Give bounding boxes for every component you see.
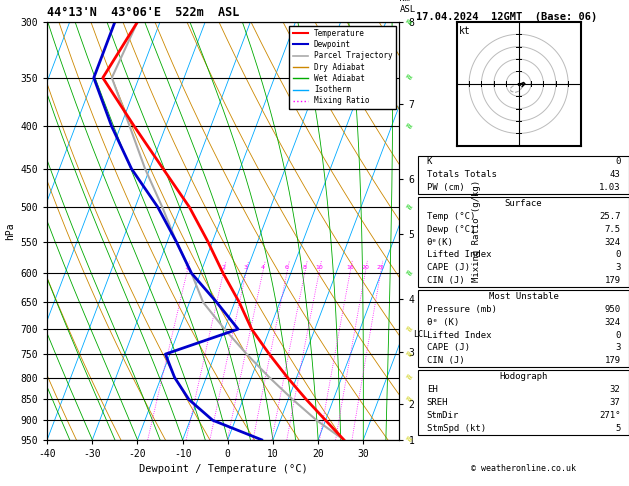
Text: ≈: ≈	[403, 323, 415, 335]
Text: kt: kt	[459, 26, 471, 35]
Text: 25.7: 25.7	[599, 212, 621, 221]
Text: 43: 43	[610, 170, 621, 179]
Legend: Temperature, Dewpoint, Parcel Trajectory, Dry Adiabat, Wet Adiabat, Isotherm, Mi: Temperature, Dewpoint, Parcel Trajectory…	[289, 26, 396, 108]
Text: LCL: LCL	[413, 330, 428, 339]
Text: 3: 3	[615, 263, 621, 272]
Text: 5: 5	[615, 424, 621, 433]
Bar	[418, 197, 629, 287]
Text: θᵉ (K): θᵉ (K)	[426, 318, 459, 327]
Text: 32: 32	[610, 385, 621, 394]
Text: 8: 8	[303, 265, 307, 270]
Text: StmDir: StmDir	[426, 411, 459, 420]
Text: 3: 3	[244, 265, 248, 270]
Text: 179: 179	[604, 276, 621, 285]
Text: 0: 0	[615, 157, 621, 166]
Text: θᵉ(K): θᵉ(K)	[426, 238, 454, 246]
Text: Lifted Index: Lifted Index	[426, 330, 491, 340]
Text: km
ASL: km ASL	[399, 0, 416, 14]
Text: 1.03: 1.03	[599, 183, 621, 192]
Text: 7.5: 7.5	[604, 225, 621, 234]
Text: SREH: SREH	[426, 398, 448, 407]
Text: CAPE (J): CAPE (J)	[426, 344, 470, 352]
Text: 25: 25	[377, 265, 384, 270]
Text: Most Unstable: Most Unstable	[489, 292, 559, 301]
Text: ≈: ≈	[403, 201, 415, 213]
X-axis label: Dewpoint / Temperature (°C): Dewpoint / Temperature (°C)	[139, 465, 308, 474]
Text: Lifted Index: Lifted Index	[426, 250, 491, 260]
Text: 271°: 271°	[599, 411, 621, 420]
Text: 20: 20	[361, 265, 369, 270]
Text: ≈: ≈	[403, 434, 415, 446]
Text: 2: 2	[221, 265, 225, 270]
Text: Dewp (°C): Dewp (°C)	[426, 225, 475, 234]
Text: ≈: ≈	[403, 348, 415, 361]
Text: ≈: ≈	[403, 71, 415, 84]
Text: © weatheronline.co.uk: © weatheronline.co.uk	[471, 464, 576, 473]
Bar	[418, 290, 629, 367]
Text: 950: 950	[604, 305, 621, 314]
Text: Hodograph: Hodograph	[499, 372, 548, 382]
Text: 16: 16	[346, 265, 353, 270]
Text: CAPE (J): CAPE (J)	[426, 263, 470, 272]
Text: PW (cm): PW (cm)	[426, 183, 464, 192]
Text: CIN (J): CIN (J)	[426, 276, 464, 285]
Text: ≈: ≈	[403, 16, 415, 28]
Text: 324: 324	[604, 238, 621, 246]
Text: 10: 10	[315, 265, 323, 270]
Text: 4: 4	[260, 265, 265, 270]
Text: Temp (°C): Temp (°C)	[426, 212, 475, 221]
Text: Mixing Ratio (g/kg): Mixing Ratio (g/kg)	[472, 180, 481, 282]
Text: 1: 1	[185, 265, 189, 270]
Text: K: K	[426, 157, 432, 166]
Bar	[418, 156, 629, 194]
Text: EH: EH	[426, 385, 437, 394]
Text: ≈: ≈	[403, 371, 415, 384]
Bar	[418, 370, 629, 434]
Text: 179: 179	[604, 356, 621, 365]
Text: Pressure (mb): Pressure (mb)	[426, 305, 496, 314]
Text: 6: 6	[285, 265, 289, 270]
Text: 0: 0	[615, 250, 621, 260]
Text: 44°13'N  43°06'E  522m  ASL: 44°13'N 43°06'E 522m ASL	[47, 6, 240, 19]
Text: StmSpd (kt): StmSpd (kt)	[426, 424, 486, 433]
Y-axis label: hPa: hPa	[5, 222, 15, 240]
Text: 37: 37	[610, 398, 621, 407]
Text: 3: 3	[615, 344, 621, 352]
Text: 17.04.2024  12GMT  (Base: 06): 17.04.2024 12GMT (Base: 06)	[416, 12, 598, 22]
Text: Surface: Surface	[505, 199, 542, 208]
Text: Totals Totals: Totals Totals	[426, 170, 496, 179]
Text: ≈: ≈	[403, 393, 415, 406]
Text: CIN (J): CIN (J)	[426, 356, 464, 365]
Text: ≈: ≈	[403, 120, 415, 133]
Text: ≈: ≈	[403, 267, 415, 279]
Text: 0: 0	[615, 330, 621, 340]
Text: 324: 324	[604, 318, 621, 327]
